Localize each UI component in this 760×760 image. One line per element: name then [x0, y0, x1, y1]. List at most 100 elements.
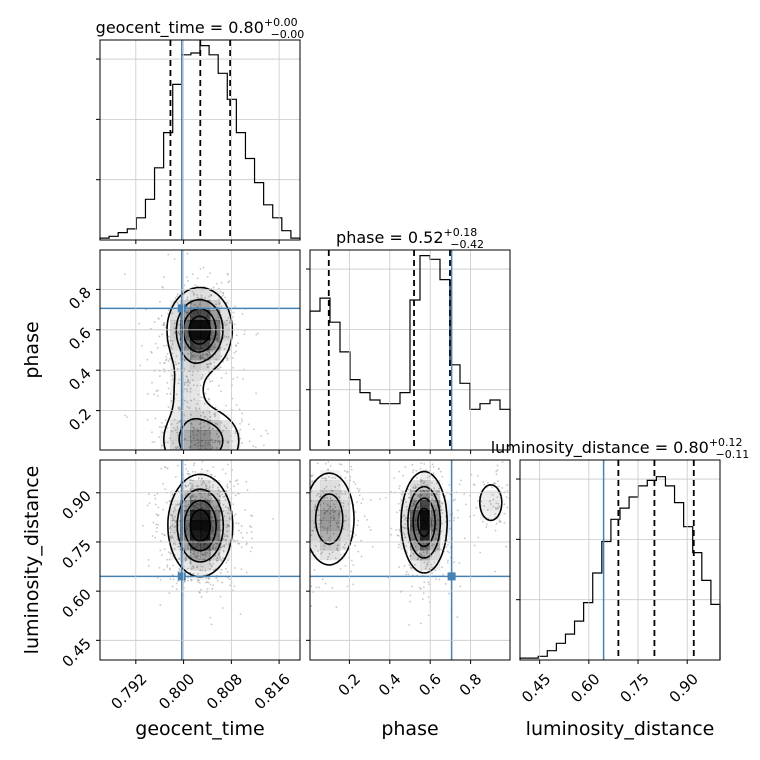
panel-geocent_time-vs-luminosity_distance-density-cell — [200, 520, 211, 531]
panel-phase-vs-luminosity_distance-sample-point — [404, 501, 407, 504]
panel-geocent_time-vs-phase-density-cell — [180, 370, 191, 381]
panel-geocent_time-vs-phase-sample-point — [192, 437, 195, 440]
panel-geocent_time-vs-phase-sample-point — [220, 355, 223, 358]
panel-geocent_time-vs-phase-sample-point — [201, 439, 203, 442]
panel-geocent_time-vs-luminosity_distance-sample-point — [173, 531, 176, 534]
panel-geocent_time-vs-phase-sample-point — [196, 294, 198, 296]
panel-geocent_time-vs-luminosity_distance-sample-point — [160, 467, 163, 470]
panel-phase-vs-luminosity_distance-sample-point — [433, 561, 435, 564]
panel-geocent_time-vs-phase-sample-point — [214, 346, 217, 349]
panel-geocent_time-vs-phase-sample-point — [187, 315, 190, 318]
panel-phase-vs-luminosity_distance-sample-point — [398, 509, 401, 512]
panel-geocent_time-vs-luminosity_distance-sample-point — [240, 546, 243, 549]
panel-phase-vs-luminosity_distance-sample-point — [304, 526, 306, 528]
panel-geocent_time-vs-phase-sample-point — [191, 290, 194, 293]
panel-geocent_time-vs-luminosity_distance-sample-point — [191, 471, 194, 473]
panel-phase-vs-luminosity_distance-sample-point — [434, 500, 437, 503]
panel-geocent_time-vs-phase-sample-point — [217, 340, 220, 343]
panel-geocent_time-vs-luminosity_distance-sample-point — [215, 508, 218, 510]
panel-geocent_time-vs-luminosity_distance-sample-point — [186, 505, 188, 508]
panel-phase-vs-luminosity_distance-sample-point — [477, 499, 479, 502]
panel-geocent_time-vs-phase-sample-point — [167, 441, 169, 444]
panel-phase-vs-luminosity_distance-sample-point — [421, 598, 424, 600]
panel-phase-vs-luminosity_distance-sample-point — [327, 539, 330, 542]
panel-geocent_time-vs-phase-sample-point — [158, 426, 161, 428]
panel-phase-vs-luminosity_distance-sample-point — [337, 526, 340, 529]
panel-geocent_time-vs-phase-sample-point — [154, 342, 157, 345]
panel-geocent_time-vs-phase-sample-point — [156, 389, 159, 392]
panel-phase-vs-luminosity_distance-sample-point — [404, 516, 407, 519]
panel-phase-vs-luminosity_distance-sample-point — [338, 513, 341, 516]
panel-geocent_time-vs-luminosity_distance-sample-point — [168, 558, 171, 561]
panel-geocent_time-vs-phase-sample-point — [226, 359, 229, 362]
panel-geocent_time-vs-phase-sample-point — [227, 336, 230, 338]
panel-phase-vs-luminosity_distance-density-cell — [400, 540, 411, 551]
panel-geocent_time-vs-luminosity_distance-sample-point — [225, 561, 228, 564]
panel-geocent_time-vs-luminosity_distance-sample-point — [216, 504, 219, 507]
panel-geocent_time-vs-phase-density-cell — [170, 410, 181, 421]
panel-geocent_time-vs-luminosity_distance-sample-point — [223, 535, 226, 538]
panel-phase-vs-luminosity_distance-sample-point — [331, 490, 334, 492]
panel-phase-vs-luminosity_distance-sample-point — [328, 536, 331, 539]
panel-geocent_time-vs-phase-sample-point — [197, 456, 199, 458]
panel-phase-vs-luminosity_distance-sample-point — [433, 445, 435, 447]
panel-geocent_time-vs-phase-sample-point — [164, 441, 167, 444]
panel-geocent_time-vs-phase-sample-point — [197, 458, 199, 460]
panel-geocent_time-vs-phase-sample-point — [215, 447, 218, 449]
panel-phase-vs-luminosity_distance-sample-point — [326, 496, 329, 499]
panel-geocent_time-vs-luminosity_distance-density-cell — [190, 540, 201, 551]
panel-phase-vs-luminosity_distance-sample-point — [354, 483, 357, 486]
panel-geocent_time-vs-phase-sample-point — [164, 359, 167, 362]
panel-phase-vs-luminosity_distance-density-cell — [330, 520, 341, 531]
panel-phase-vs-luminosity_distance-sample-point — [492, 505, 495, 508]
panel-geocent_time-vs-phase-sample-point — [232, 311, 235, 314]
panel-phase-vs-luminosity_distance-sample-point — [409, 554, 412, 557]
panel-phase-vs-luminosity_distance-density-cell — [430, 530, 441, 541]
panel-phase-vs-luminosity_distance-density-cell — [310, 530, 321, 541]
panel-geocent_time-vs-phase-sample-point — [208, 398, 210, 401]
panel-phase-vs-luminosity_distance-sample-point — [413, 503, 416, 506]
panel-geocent_time-vs-phase-density-cell — [210, 430, 221, 441]
panel-geocent_time-vs-luminosity_distance-sample-point — [228, 578, 231, 581]
panel-geocent_time-vs-luminosity_distance-sample-point — [221, 468, 224, 471]
panel-phase-vs-luminosity_distance-sample-point — [506, 489, 509, 492]
panel-geocent_time-vs-luminosity_distance-sample-point — [194, 555, 197, 558]
panel-phase-vs-luminosity_distance-sample-point — [338, 463, 341, 466]
panel-phase-vs-luminosity_distance-sample-point — [409, 488, 412, 491]
panel-geocent_time-vs-phase-sample-point — [243, 333, 246, 335]
panel-phase-vs-luminosity_distance-sample-point — [426, 476, 429, 479]
panel-phase-vs-luminosity_distance-sample-point — [323, 477, 326, 480]
panel-phase-vs-luminosity_distance-sample-point — [415, 457, 417, 459]
panel-phase-vs-luminosity_distance-density-cell — [330, 550, 341, 561]
panel-phase-vs-luminosity_distance-density-cell — [440, 510, 451, 521]
panel-phase-vs-luminosity_distance-xtick-label-3: 0.8 — [456, 670, 486, 700]
panel-phase-vs-luminosity_distance-sample-point — [503, 512, 506, 515]
panel-geocent_time-vs-luminosity_distance-sample-point — [222, 550, 225, 553]
panel-phase-vs-luminosity_distance-sample-point — [441, 543, 444, 546]
panel-phase-vs-luminosity_distance-sample-point — [392, 447, 394, 449]
panel-geocent_time-vs-luminosity_distance-ytick-label-1: 0.60 — [58, 585, 94, 621]
panel-geocent_time-vs-luminosity_distance-sample-point — [210, 564, 213, 567]
panel-phase-vs-luminosity_distance-sample-point — [393, 477, 396, 480]
panel-phase-vs-luminosity_distance-sample-point — [355, 534, 357, 536]
panel-phase-vs-luminosity_distance-sample-point — [446, 561, 449, 564]
panel-geocent_time-vs-luminosity_distance-sample-point — [192, 496, 195, 498]
y-axis-label-luminosity_distance: luminosity_distance — [21, 466, 43, 655]
panel-geocent_time-vs-luminosity_distance-sample-point — [204, 551, 207, 554]
panel-geocent_time-vs-luminosity_distance-sample-point — [201, 490, 204, 492]
panel-geocent_time-vs-luminosity_distance-sample-point — [165, 466, 167, 469]
panel-geocent_time-vs-phase-sample-point — [213, 361, 216, 364]
panel-geocent_time-vs-phase-sample-point — [198, 356, 201, 359]
panel-phase-vs-luminosity_distance-density-cell — [310, 540, 321, 551]
panel-geocent_time-vs-phase-density-cell — [210, 340, 221, 351]
panel-phase-vs-luminosity_distance-sample-point — [438, 487, 441, 490]
panel-geocent_time-vs-phase-sample-point — [146, 358, 149, 361]
panel-geocent_time-vs-phase-sample-point — [199, 451, 201, 453]
panel-geocent_time-vs-phase-sample-point — [256, 332, 259, 335]
panel-geocent_time-vs-luminosity_distance-sample-point — [156, 576, 159, 579]
panel-geocent_time-vs-phase-sample-point — [171, 340, 174, 343]
panel-geocent_time-vs-phase-sample-point — [233, 305, 236, 308]
panel-geocent_time-vs-luminosity_distance-sample-point — [187, 533, 190, 535]
panel-geocent_time-vs-phase-sample-point — [225, 404, 228, 407]
panel-geocent_time-vs-luminosity_distance-sample-point — [185, 500, 187, 503]
